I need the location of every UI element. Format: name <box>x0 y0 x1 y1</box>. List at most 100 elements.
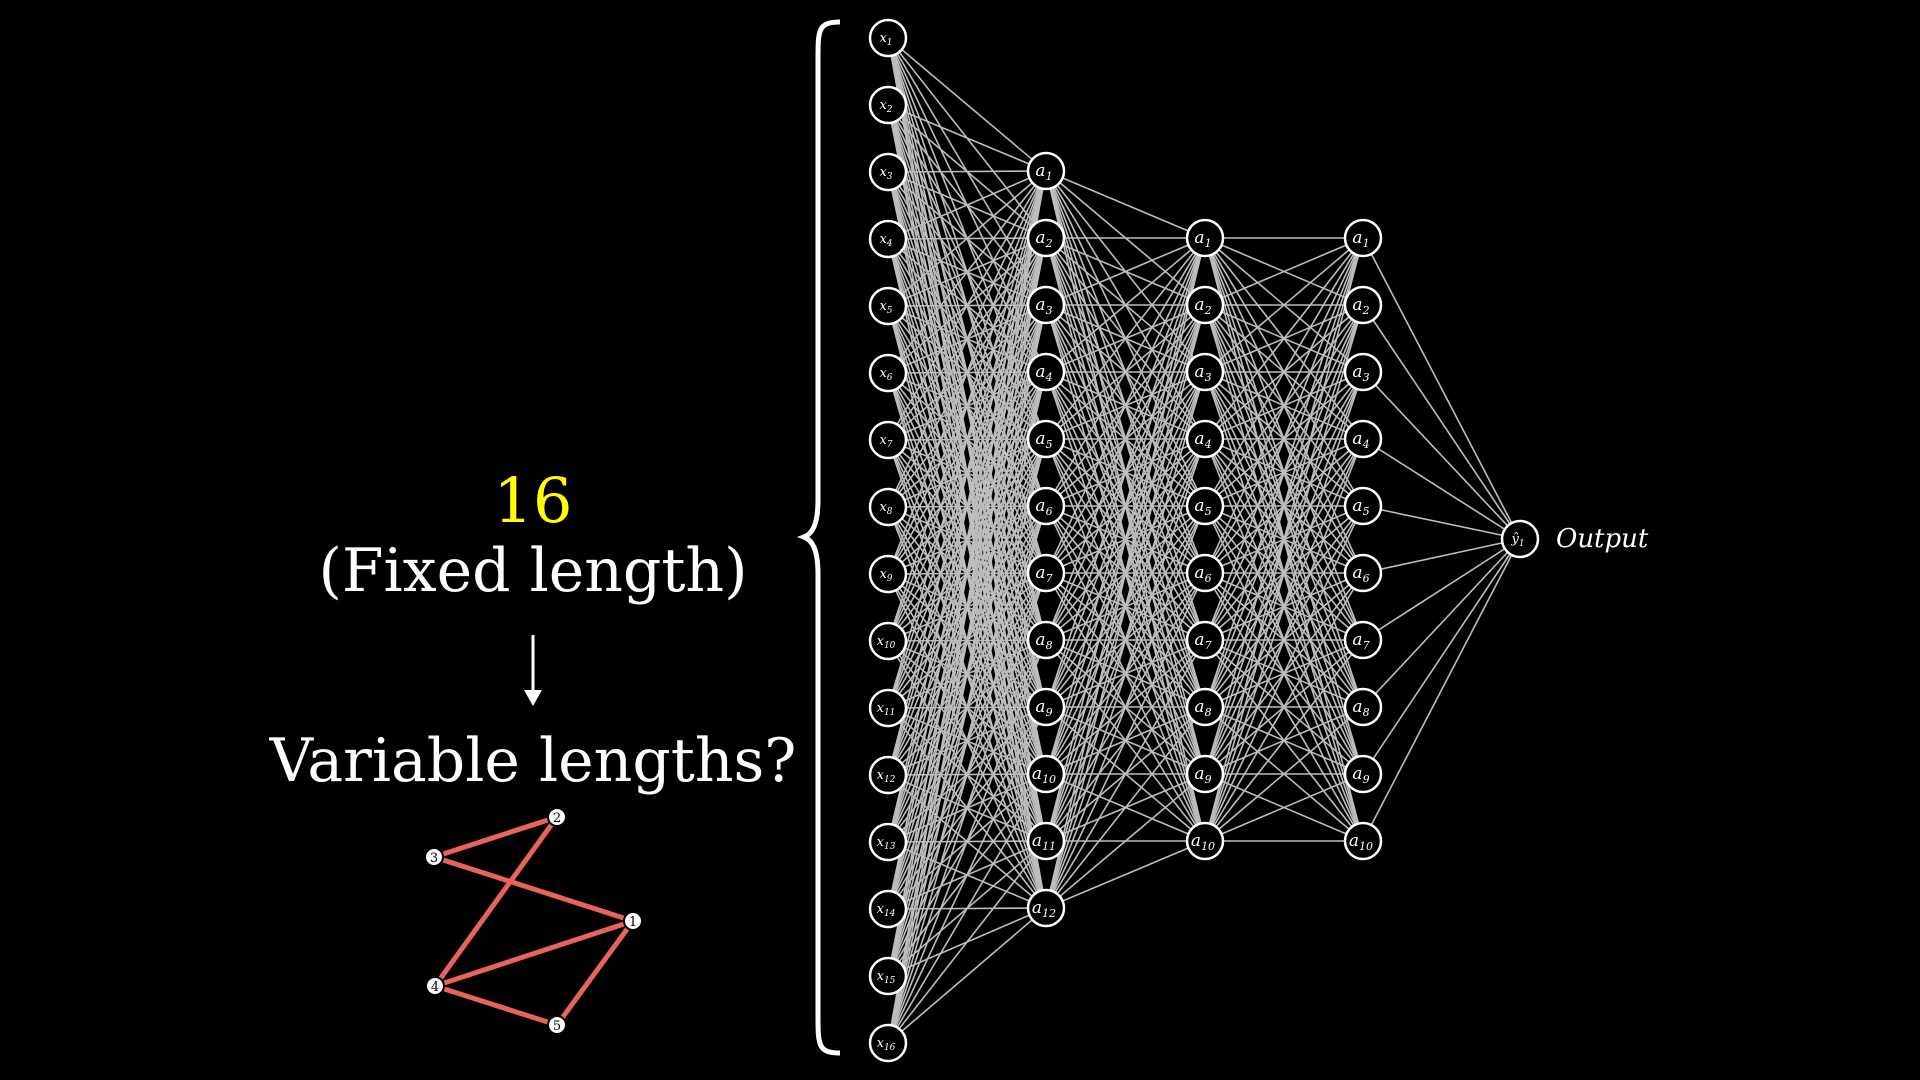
node-label: a10 <box>1191 831 1215 853</box>
hidden-node: a7 <box>1185 620 1225 660</box>
network-edge <box>1204 438 1364 842</box>
input-node: x15 <box>868 956 908 996</box>
node-circle <box>1343 754 1383 794</box>
node-label: a2 <box>1035 228 1052 250</box>
input-node: x9 <box>868 554 908 594</box>
node-circle <box>1343 486 1383 526</box>
output-node: ŷ1 <box>1500 519 1540 559</box>
network-edge <box>1045 371 1206 909</box>
hidden-node: a5 <box>1185 486 1225 526</box>
network-edge <box>887 170 1047 910</box>
node-label: a3 <box>1352 362 1369 384</box>
node-label: x5 <box>879 299 892 316</box>
node-circle <box>868 889 908 929</box>
hidden-node: a2 <box>1026 218 1066 258</box>
node-circle <box>868 152 908 192</box>
input-node: x5 <box>868 286 908 326</box>
output-label: Output <box>1556 524 1649 554</box>
network-edge <box>1362 304 1521 540</box>
hidden-node: a3 <box>1343 352 1383 392</box>
hidden-node: a12 <box>1026 888 1066 928</box>
node-circle <box>1026 486 1066 526</box>
node-circle <box>1026 687 1066 727</box>
network-edge <box>1204 237 1364 373</box>
network-edge <box>887 371 1047 1044</box>
network-edge <box>887 170 1047 441</box>
network-edge <box>887 438 1047 1044</box>
network-edge <box>1045 237 1206 842</box>
node-circle <box>1185 419 1225 459</box>
node-label: a1 <box>1352 228 1369 250</box>
network-edge <box>887 170 1047 374</box>
graph-node-4: 4 <box>425 976 445 996</box>
network-edge <box>1204 505 1364 842</box>
node-label: x10 <box>877 634 896 651</box>
node-label: x11 <box>877 701 896 718</box>
node-label: x14 <box>877 902 896 919</box>
graph-node-5: 5 <box>547 1015 567 1035</box>
input-size-count: 16 <box>493 464 573 537</box>
network-edge <box>887 639 1047 1044</box>
node-circle <box>1185 620 1225 660</box>
graph-node-circle <box>424 847 444 867</box>
node-circle <box>1026 151 1066 191</box>
hidden-node: a8 <box>1026 620 1066 660</box>
network-edge <box>887 170 1047 977</box>
node-circle <box>868 219 908 259</box>
graph-node-circle <box>623 911 643 931</box>
node-label: a1 <box>1035 161 1052 183</box>
node-label: a6 <box>1194 563 1211 585</box>
node-label: x16 <box>877 1036 896 1053</box>
hidden-node: a5 <box>1026 419 1066 459</box>
network-edge <box>1045 438 1206 909</box>
network-edge <box>887 572 1047 1044</box>
node-circle <box>1343 419 1383 459</box>
node-circle <box>1343 285 1383 325</box>
node-label: ŷ1 <box>1510 532 1524 549</box>
node-circle <box>1026 553 1066 593</box>
hidden-node: a6 <box>1026 486 1066 526</box>
node-circle <box>1343 620 1383 660</box>
node-circle <box>1343 218 1383 258</box>
input-node: x10 <box>868 621 908 661</box>
node-circle <box>868 353 908 393</box>
node-label: a5 <box>1194 496 1211 518</box>
graph-edge <box>431 814 560 860</box>
node-label: a3 <box>1035 295 1052 317</box>
node-circle <box>868 688 908 728</box>
hidden-node: a5 <box>1343 486 1383 526</box>
network-edge <box>887 907 1047 1044</box>
network-edge <box>1204 237 1364 641</box>
hidden-node: a3 <box>1185 352 1225 392</box>
graph-edge <box>431 854 636 924</box>
network-edge <box>1204 237 1364 708</box>
network-edge <box>887 170 1047 642</box>
network-edge <box>1204 304 1364 842</box>
network-edge <box>887 170 1047 575</box>
fixed-length-label: (Fixed length) <box>318 536 748 606</box>
hidden-node: a11 <box>1026 821 1066 861</box>
network-edge <box>1045 237 1206 574</box>
hidden-node: a4 <box>1343 419 1383 459</box>
node-circle <box>1026 754 1066 794</box>
node-circle <box>1185 285 1225 325</box>
node-label: a8 <box>1352 697 1369 719</box>
network-edge <box>1204 572 1364 842</box>
node-circle <box>1026 888 1066 928</box>
network-edge <box>887 170 1047 776</box>
hidden-node: a10 <box>1185 821 1225 861</box>
variable-lengths-label: Variable lengths? <box>269 726 797 796</box>
hidden-node: a7 <box>1026 553 1066 593</box>
network-edge <box>887 170 1047 508</box>
node-circle <box>1185 821 1225 861</box>
hidden-node: a10 <box>1343 821 1383 861</box>
input-node: x3 <box>868 152 908 192</box>
node-label: x2 <box>879 98 892 115</box>
network-edge <box>1045 706 1206 909</box>
graph-node-circle <box>425 976 445 996</box>
network-edge <box>1045 572 1206 909</box>
example-graph: 1 2 3 4 5 <box>424 807 643 1035</box>
node-label: x3 <box>879 165 892 182</box>
input-node: x12 <box>868 755 908 795</box>
